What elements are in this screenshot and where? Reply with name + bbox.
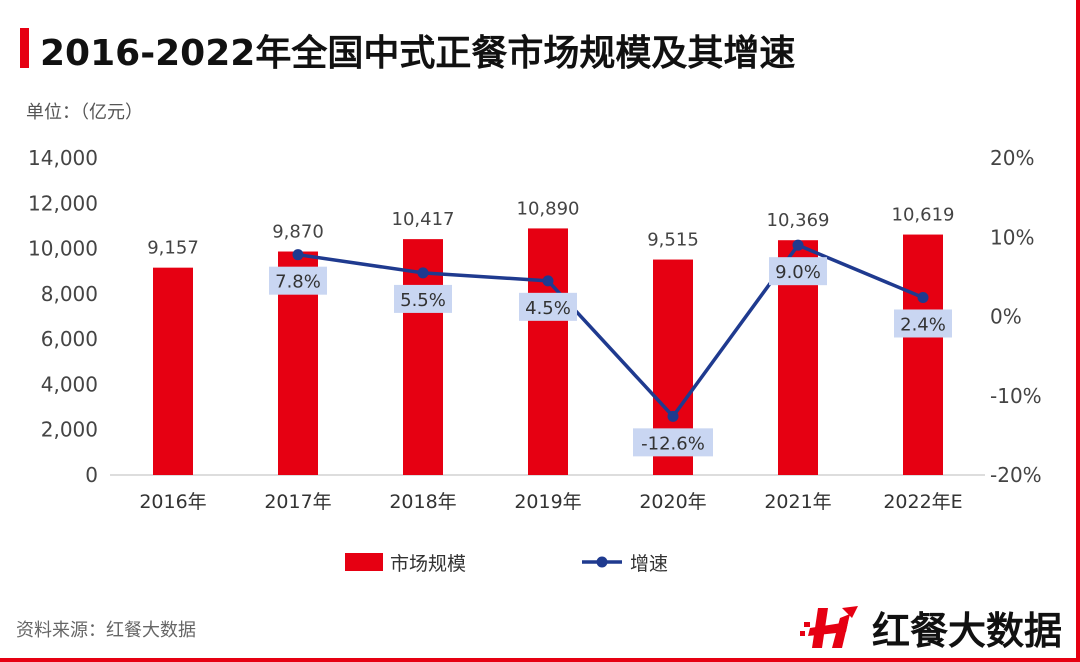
y-tick-label: 6,000 <box>41 327 98 351</box>
growth-label: 9.0% <box>775 262 821 283</box>
legend-line-label: 增速 <box>630 553 668 575</box>
bar-value-label: 10,369 <box>767 210 830 231</box>
x-tick-label: 2017年 <box>264 491 331 513</box>
x-tick-label: 2022年E <box>883 491 962 513</box>
x-tick-label: 2018年 <box>389 491 456 513</box>
growth-point <box>792 239 804 251</box>
growth-label: 5.5% <box>400 290 446 311</box>
growth-label-bg <box>519 292 577 321</box>
chart: 0 2,000 4,000 6,000 8,000 10,000 12,000 14,000 -… <box>28 146 1042 575</box>
growth-point <box>542 275 554 287</box>
legend-line-marker <box>596 556 608 568</box>
growth-label: 7.8% <box>275 272 321 293</box>
growth-label: 4.5% <box>525 298 571 319</box>
growth-line <box>297 243 924 420</box>
logo-text: 红餐大数据 <box>872 609 1063 653</box>
bar <box>903 234 943 475</box>
bar <box>403 239 443 475</box>
brand-logo: 红餐大数据 <box>800 600 1062 655</box>
y-tick-label: 14,000 <box>28 146 98 170</box>
growth-label: -12.6% <box>641 433 705 454</box>
bar-value-label: 10,619 <box>892 205 955 226</box>
growth-point <box>417 267 429 279</box>
y2-tick-label: 0% <box>990 305 1022 329</box>
x-tick-label: 2019年 <box>514 491 581 513</box>
legend-bar-label: 市场规模 <box>390 553 466 575</box>
legend-bar-swatch <box>345 553 383 571</box>
bar-value-label: 9,157 <box>147 238 199 259</box>
source-note: 资料来源：红餐大数据 <box>16 620 196 641</box>
y2-tick-label: -10% <box>990 384 1042 408</box>
unit-label: 单位：（亿元） <box>26 102 143 123</box>
growth-label-bg <box>769 257 827 286</box>
bar-value-label: 10,417 <box>392 209 455 230</box>
growth-point <box>667 410 679 422</box>
bar <box>528 228 568 475</box>
title-accent-bar <box>20 28 29 68</box>
logo-h-icon <box>800 605 858 648</box>
bar-value-label: 9,515 <box>647 230 699 251</box>
y-tick-label: 0 <box>85 463 98 487</box>
y-tick-label: 8,000 <box>41 282 98 306</box>
y2-tick-label: 10% <box>990 225 1034 249</box>
growth-label: 2.4% <box>900 314 946 335</box>
growth-point <box>917 291 929 303</box>
y2-tick-label: 20% <box>990 146 1034 170</box>
growth-label-bg <box>269 266 327 295</box>
growth-point <box>292 249 304 261</box>
bar <box>153 267 193 475</box>
x-tick-label: 2021年 <box>764 491 831 513</box>
y-tick-label: 12,000 <box>28 191 98 215</box>
y2-tick-label: -20% <box>990 463 1042 487</box>
y-tick-label: 2,000 <box>41 418 98 442</box>
x-tick-label: 2016年 <box>139 491 206 513</box>
growth-label-bg <box>394 284 452 313</box>
growth-label-bg <box>633 428 713 457</box>
y-tick-label: 4,000 <box>41 372 98 396</box>
bar-value-label: 9,870 <box>272 222 324 243</box>
x-tick-label: 2020年 <box>639 491 706 513</box>
y-tick-label: 10,000 <box>28 237 98 261</box>
bar-value-label: 10,890 <box>517 198 580 219</box>
page-title: 2016-2022年全国中式正餐市场规模及其增速 <box>40 33 796 74</box>
growth-label-bg <box>894 309 952 338</box>
